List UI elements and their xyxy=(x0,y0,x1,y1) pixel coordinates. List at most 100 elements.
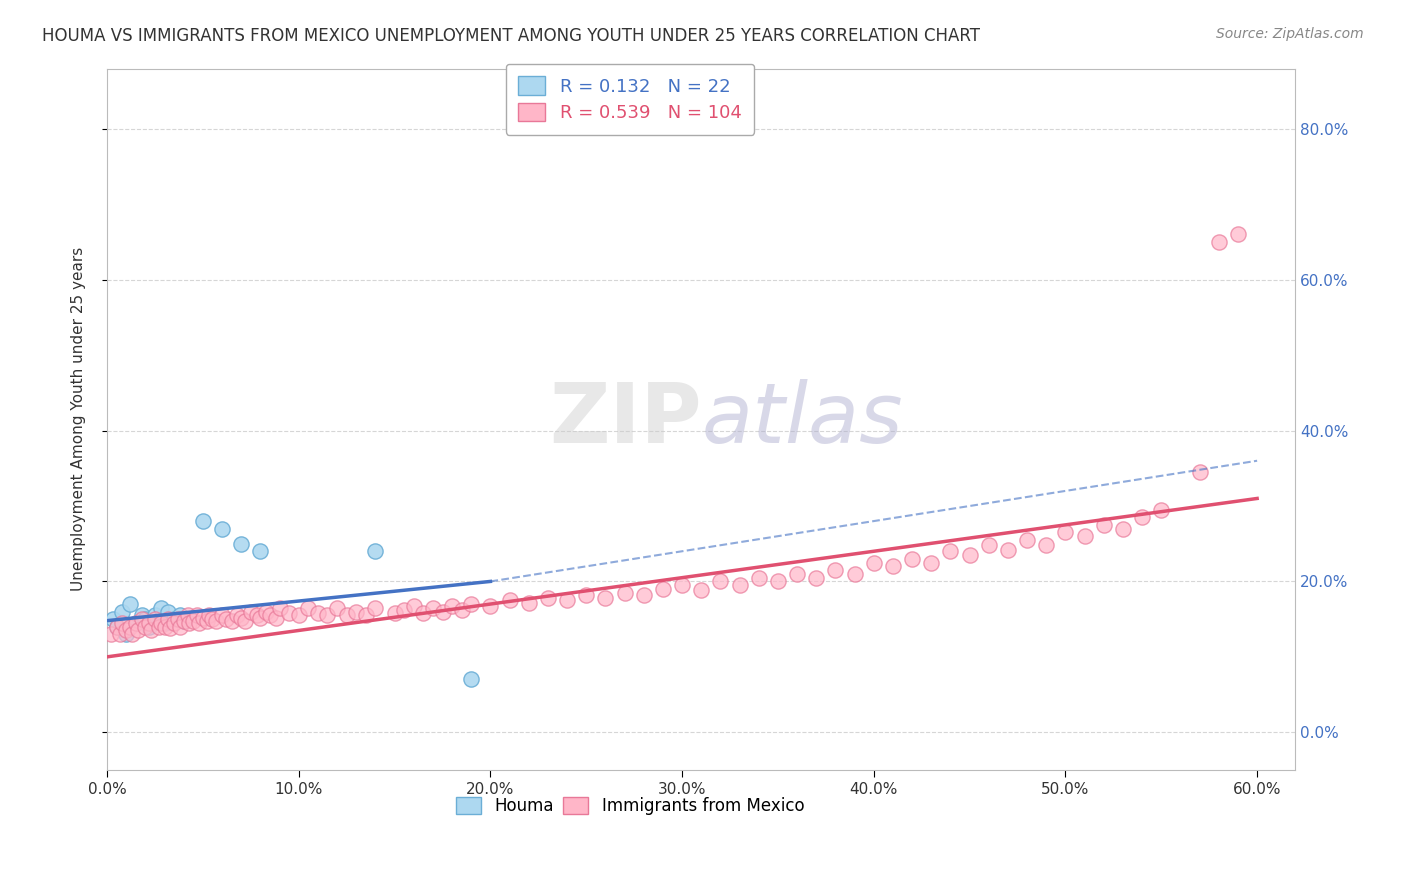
Point xyxy=(201,612,224,626)
Point xyxy=(179,615,201,630)
Point xyxy=(997,542,1019,557)
Point xyxy=(167,612,190,626)
Point xyxy=(364,600,387,615)
Text: HOUMA VS IMMIGRANTS FROM MEXICO UNEMPLOYMENT AMONG YOUTH UNDER 25 YEARS CORRELAT: HOUMA VS IMMIGRANTS FROM MEXICO UNEMPLOY… xyxy=(42,27,980,45)
Point xyxy=(709,574,731,589)
Point xyxy=(153,620,176,634)
Point xyxy=(111,605,134,619)
Point xyxy=(131,608,153,623)
Point xyxy=(115,624,138,638)
Point xyxy=(138,620,160,634)
Point xyxy=(824,563,846,577)
Point xyxy=(134,620,156,634)
Point xyxy=(186,608,208,623)
Point xyxy=(264,610,287,624)
Point xyxy=(920,556,942,570)
Point xyxy=(460,597,482,611)
Point xyxy=(728,578,751,592)
Point xyxy=(269,600,291,615)
Point xyxy=(1150,502,1173,516)
Point xyxy=(1188,465,1211,479)
Point xyxy=(259,608,281,623)
Point xyxy=(613,586,636,600)
Point xyxy=(432,605,454,619)
Point xyxy=(392,603,415,617)
Point xyxy=(149,615,172,630)
Point xyxy=(517,596,540,610)
Point xyxy=(336,608,359,623)
Point xyxy=(633,588,655,602)
Point xyxy=(125,615,148,630)
Point xyxy=(575,588,598,602)
Point xyxy=(131,612,153,626)
Point xyxy=(163,612,186,626)
Point xyxy=(402,599,425,613)
Point xyxy=(1054,525,1077,540)
Point xyxy=(231,537,253,551)
Point xyxy=(143,612,166,626)
Text: Source: ZipAtlas.com: Source: ZipAtlas.com xyxy=(1216,27,1364,41)
Point xyxy=(226,608,249,623)
Point xyxy=(1112,522,1135,536)
Point xyxy=(173,614,195,628)
Point xyxy=(412,606,434,620)
Point xyxy=(195,614,218,628)
Point xyxy=(882,559,904,574)
Point xyxy=(120,620,142,634)
Point xyxy=(191,514,214,528)
Point xyxy=(316,608,339,623)
Point xyxy=(766,574,789,589)
Point xyxy=(233,614,256,628)
Text: ZIP: ZIP xyxy=(548,379,702,459)
Point xyxy=(111,615,134,630)
Point xyxy=(1226,227,1249,242)
Point xyxy=(159,621,181,635)
Point xyxy=(197,608,219,623)
Point xyxy=(249,544,271,558)
Point xyxy=(176,608,198,623)
Point xyxy=(441,599,464,613)
Point xyxy=(287,608,309,623)
Point xyxy=(1017,533,1039,547)
Point xyxy=(344,605,367,619)
Point xyxy=(169,608,191,623)
Point xyxy=(690,583,713,598)
Point xyxy=(422,600,444,615)
Point xyxy=(188,615,211,630)
Point xyxy=(555,593,578,607)
Point xyxy=(498,593,520,607)
Point xyxy=(806,571,828,585)
Point xyxy=(157,612,180,626)
Point xyxy=(100,627,122,641)
Point xyxy=(354,608,377,623)
Point xyxy=(939,544,962,558)
Point xyxy=(105,620,128,634)
Point xyxy=(460,673,482,687)
Point xyxy=(278,606,301,620)
Point xyxy=(127,624,149,638)
Point xyxy=(671,578,693,592)
Point xyxy=(977,538,1000,552)
Point xyxy=(450,603,472,617)
Point xyxy=(326,600,349,615)
Point xyxy=(901,551,924,566)
Point xyxy=(157,605,180,619)
Point xyxy=(121,627,143,641)
Point xyxy=(183,614,205,628)
Point xyxy=(120,597,142,611)
Point xyxy=(1092,517,1115,532)
Point xyxy=(149,600,172,615)
Point xyxy=(231,610,253,624)
Point xyxy=(1130,510,1153,524)
Point xyxy=(173,614,195,628)
Point xyxy=(153,615,176,630)
Point xyxy=(1073,529,1095,543)
Point xyxy=(844,566,866,581)
Point xyxy=(245,608,267,623)
Point xyxy=(134,612,156,626)
Point xyxy=(239,605,262,619)
Point xyxy=(595,591,617,605)
Point xyxy=(1208,235,1230,249)
Point xyxy=(364,544,387,558)
Point xyxy=(163,615,186,630)
